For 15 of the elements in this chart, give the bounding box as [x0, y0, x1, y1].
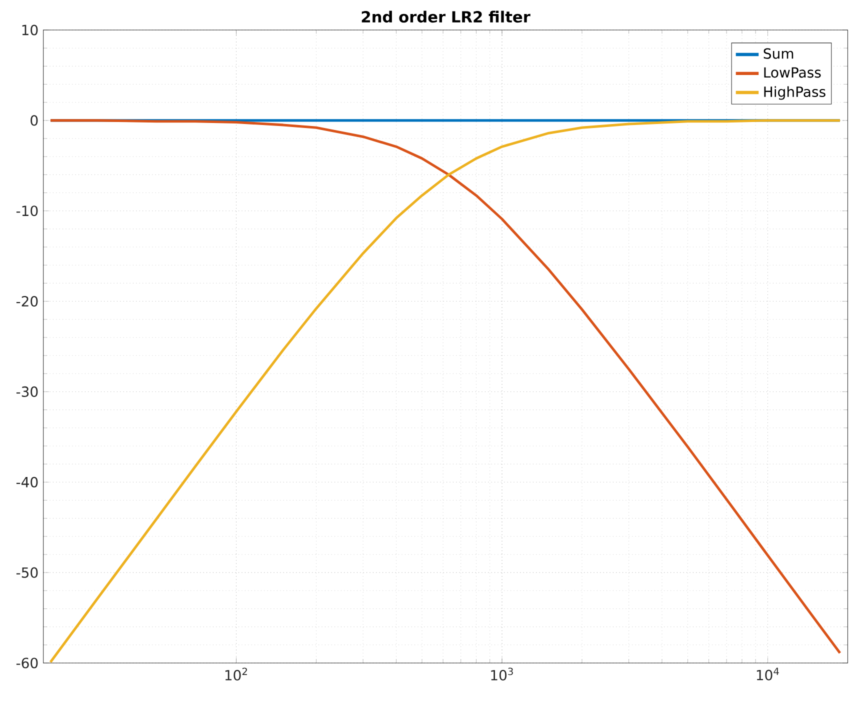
y-tick-label: -30 — [16, 386, 38, 397]
y-tick-label: -40 — [16, 476, 38, 488]
y-tick-label: -20 — [16, 296, 38, 307]
legend-label: LowPass — [764, 67, 821, 78]
legend-label: HighPass — [764, 86, 826, 100]
x-tick-label: 10$^{3}$ — [491, 668, 513, 680]
y-tick-label: -60 — [16, 658, 38, 668]
y-tick-label: 10 — [22, 24, 38, 36]
y-tick-label: 0 — [30, 115, 38, 126]
y-tick-label: -50 — [16, 567, 38, 578]
chart-title: 2nd order LR2 filter — [362, 10, 530, 23]
y-tick-label: -10 — [16, 206, 38, 216]
x-tick-label: 10$^{4}$ — [756, 668, 779, 680]
legend-label: Sum — [764, 48, 794, 59]
x-tick-label: 10$^{2}$ — [225, 668, 247, 680]
